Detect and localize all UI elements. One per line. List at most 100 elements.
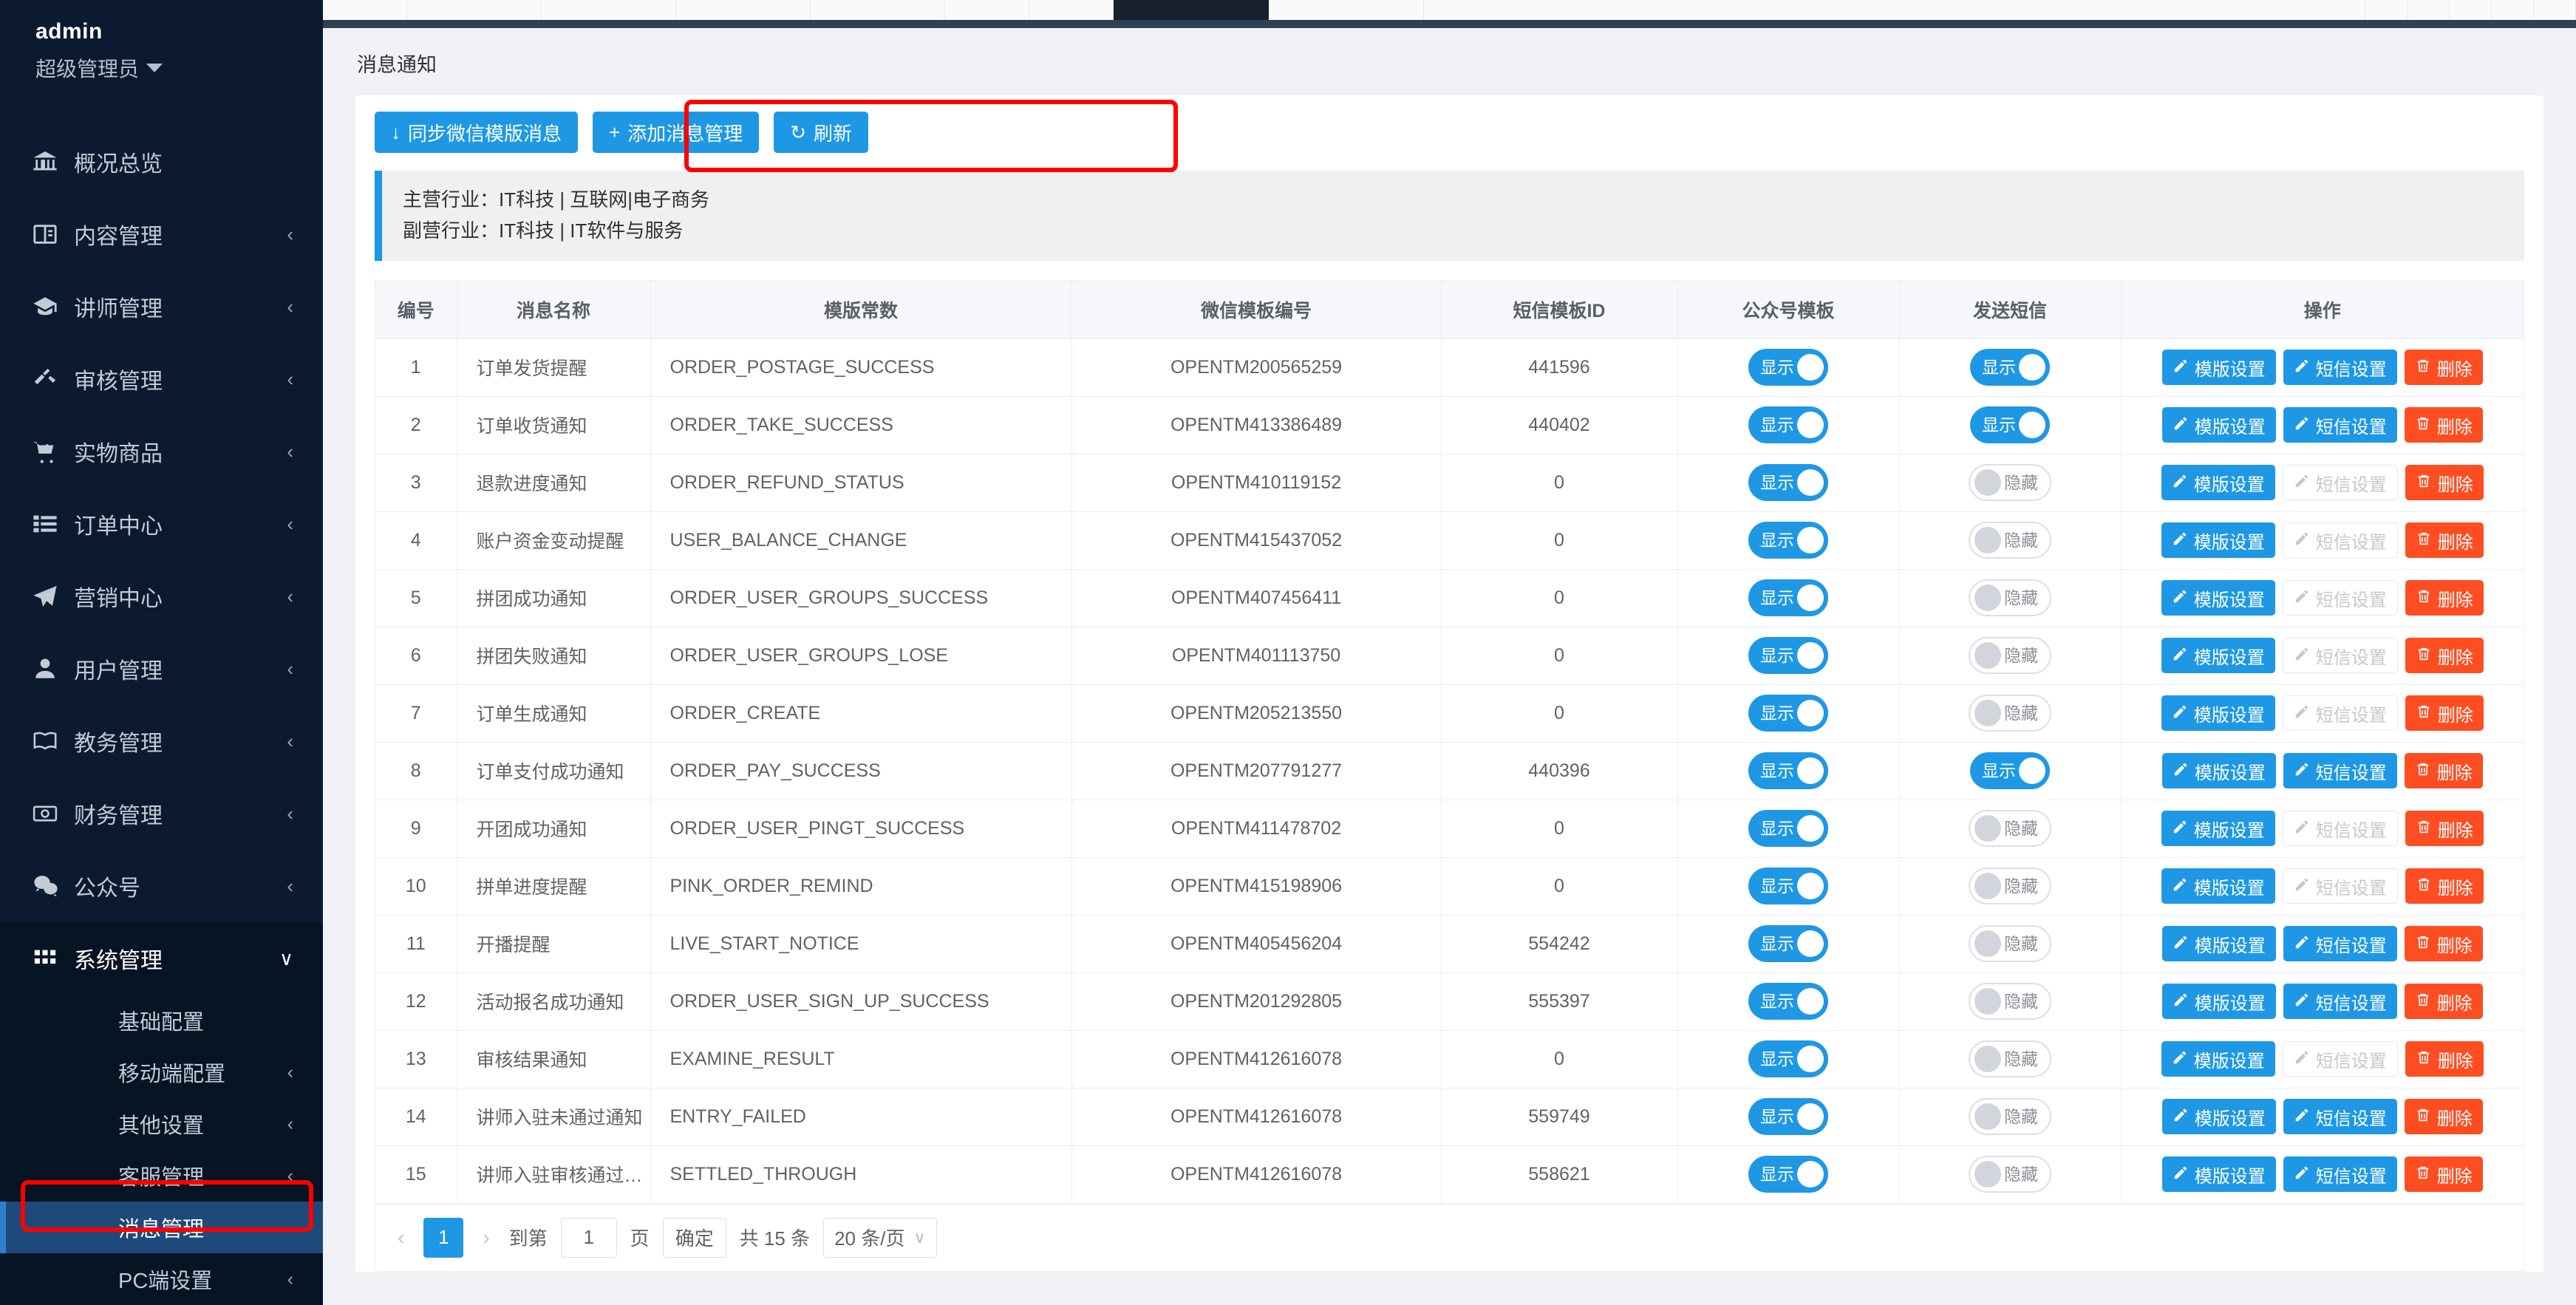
delete-button[interactable]: 删除 [2404, 1156, 2483, 1193]
delete-button[interactable]: 删除 [2405, 868, 2484, 904]
pagination-page-1[interactable]: 1 [423, 1217, 464, 1258]
sidebar-item-content[interactable]: 内容管理 ‹ [0, 198, 323, 270]
gzh-template-switch[interactable]: 显示 [1748, 695, 1828, 732]
browser-tab[interactable] [945, 0, 1029, 20]
pagination-confirm-button[interactable]: 确定 [662, 1217, 726, 1258]
pagination-page-size-select[interactable]: 20 条/页 ∨ [823, 1217, 937, 1258]
template-settings-button[interactable]: 模版设置 [2161, 350, 2276, 386]
sms-settings-button[interactable]: 短信设置 [2283, 926, 2397, 962]
delete-button[interactable]: 删除 [2405, 522, 2484, 559]
browser-tab[interactable] [1269, 0, 1424, 20]
sms-settings-button[interactable]: 短信设置 [2283, 1156, 2397, 1193]
delete-button[interactable]: 删除 [2405, 811, 2484, 847]
send-sms-switch[interactable]: 隐藏 [1969, 1098, 2051, 1136]
gzh-template-switch[interactable]: 显示 [1748, 349, 1828, 386]
gzh-template-switch[interactable]: 显示 [1748, 810, 1828, 848]
template-settings-button[interactable]: 模版设置 [2161, 695, 2275, 732]
sidebar-item-overview[interactable]: 概况总览 [0, 126, 323, 198]
template-settings-button[interactable]: 模版设置 [2161, 1041, 2275, 1077]
browser-tab[interactable] [676, 0, 811, 20]
sidebar-item-users[interactable]: 用户管理 ‹ [0, 633, 323, 705]
delete-button[interactable]: 删除 [2405, 638, 2484, 674]
sidebar-item-basic-config[interactable]: 基础配置 [0, 995, 323, 1046]
delete-button[interactable]: 删除 [2405, 695, 2484, 732]
refresh-button[interactable]: ↻ 刷新 [774, 112, 869, 153]
browser-tab[interactable] [323, 0, 407, 20]
add-message-button[interactable]: + 添加消息管理 [593, 112, 760, 153]
sms-settings-button[interactable]: 短信设置 [2283, 350, 2397, 386]
send-sms-switch[interactable]: 隐藏 [1969, 868, 2051, 905]
template-settings-button[interactable]: 模版设置 [2161, 638, 2275, 674]
pagination-goto-input[interactable] [560, 1217, 617, 1258]
send-sms-switch[interactable]: 显示 [1970, 349, 2050, 386]
delete-button[interactable]: 删除 [2404, 753, 2483, 789]
gzh-template-switch[interactable]: 显示 [1748, 522, 1828, 559]
sidebar-item-message-management[interactable]: 消息管理 [0, 1202, 323, 1253]
gzh-template-switch[interactable]: 显示 [1748, 1156, 1828, 1193]
sidebar-item-finance[interactable]: 财务管理 ‹ [0, 777, 323, 850]
browser-tab[interactable] [1029, 0, 1114, 20]
sidebar-item-teachers[interactable]: 讲师管理 ‹ [0, 270, 323, 343]
delete-button[interactable]: 删除 [2405, 580, 2484, 616]
send-sms-switch[interactable]: 隐藏 [1969, 522, 2051, 559]
delete-button[interactable]: 删除 [2404, 926, 2483, 962]
gzh-template-switch[interactable]: 显示 [1748, 983, 1828, 1021]
browser-tab[interactable] [2408, 0, 2450, 20]
send-sms-switch[interactable]: 显示 [1970, 752, 2050, 790]
sidebar-item-goods[interactable]: 实物商品 ‹ [0, 415, 323, 488]
send-sms-switch[interactable]: 隐藏 [1969, 983, 2051, 1021]
send-sms-switch[interactable]: 隐藏 [1969, 579, 2051, 617]
delete-button[interactable]: 删除 [2404, 350, 2483, 386]
delete-button[interactable]: 删除 [2405, 465, 2484, 501]
template-settings-button[interactable]: 模版设置 [2161, 1099, 2276, 1135]
browser-tab[interactable] [407, 0, 542, 20]
send-sms-switch[interactable]: 隐藏 [1969, 637, 2051, 675]
sidebar-item-system[interactable]: 系统管理 ∨ [0, 922, 323, 995]
sidebar-item-mobile-config[interactable]: 移动端配置 ‹ [0, 1046, 323, 1098]
send-sms-switch[interactable]: 显示 [1970, 406, 2050, 444]
gzh-template-switch[interactable]: 显示 [1748, 1040, 1828, 1078]
template-settings-button[interactable]: 模版设置 [2161, 580, 2275, 616]
browser-tab-active[interactable] [1114, 0, 1269, 20]
gzh-template-switch[interactable]: 显示 [1748, 406, 1828, 444]
sms-settings-button[interactable]: 短信设置 [2283, 407, 2397, 443]
send-sms-switch[interactable]: 隐藏 [1969, 810, 2051, 848]
template-settings-button[interactable]: 模版设置 [2161, 926, 2276, 962]
browser-tab[interactable] [542, 0, 676, 20]
browser-tab[interactable] [811, 0, 945, 20]
gzh-template-switch[interactable]: 显示 [1748, 464, 1828, 502]
send-sms-switch[interactable]: 隐藏 [1969, 464, 2051, 502]
sidebar-user-block[interactable]: admin 超级管理员 [0, 0, 323, 83]
sms-settings-button[interactable]: 短信设置 [2283, 1099, 2397, 1135]
gzh-template-switch[interactable]: 显示 [1748, 868, 1828, 905]
browser-tab[interactable] [2323, 0, 2365, 20]
browser-tab[interactable] [2450, 0, 2492, 20]
sidebar-item-orders[interactable]: 订单中心 ‹ [0, 488, 323, 560]
pagination-prev-button[interactable]: ‹ [398, 1225, 405, 1249]
sync-wechat-template-button[interactable]: ↓ 同步微信模版消息 [375, 112, 579, 153]
send-sms-switch[interactable]: 隐藏 [1969, 1156, 2051, 1193]
template-settings-button[interactable]: 模版设置 [2161, 407, 2276, 443]
delete-button[interactable]: 删除 [2404, 984, 2483, 1020]
sidebar-item-marketing[interactable]: 营销中心 ‹ [0, 560, 323, 633]
browser-tab[interactable] [2365, 0, 2408, 20]
sidebar-item-other-settings[interactable]: 其他设置 ‹ [0, 1098, 323, 1150]
template-settings-button[interactable]: 模版设置 [2161, 811, 2275, 847]
sidebar-item-wechat[interactable]: 公众号 ‹ [0, 850, 323, 922]
browser-tab[interactable] [2534, 0, 2576, 20]
send-sms-switch[interactable]: 隐藏 [1969, 1040, 2051, 1078]
template-settings-button[interactable]: 模版设置 [2161, 868, 2275, 904]
delete-button[interactable]: 删除 [2404, 407, 2483, 443]
sms-settings-button[interactable]: 短信设置 [2283, 984, 2397, 1020]
gzh-template-switch[interactable]: 显示 [1748, 752, 1828, 790]
gzh-template-switch[interactable]: 显示 [1748, 637, 1828, 675]
sidebar-item-academic[interactable]: 教务管理 ‹ [0, 705, 323, 777]
template-settings-button[interactable]: 模版设置 [2161, 753, 2276, 789]
template-settings-button[interactable]: 模版设置 [2161, 984, 2276, 1020]
pagination-next-button[interactable]: › [483, 1225, 490, 1249]
template-settings-button[interactable]: 模版设置 [2161, 522, 2275, 559]
sidebar-item-support-management[interactable]: 客服管理 ‹ [0, 1150, 323, 1202]
send-sms-switch[interactable]: 隐藏 [1969, 695, 2051, 732]
gzh-template-switch[interactable]: 显示 [1748, 1098, 1828, 1136]
delete-button[interactable]: 删除 [2405, 1041, 2484, 1077]
